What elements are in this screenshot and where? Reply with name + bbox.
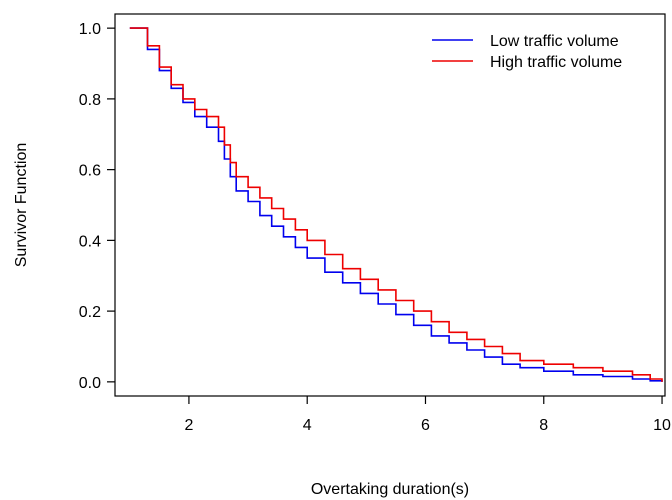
series-line-low-traffic <box>129 27 663 382</box>
y-tick-label: 1.0 <box>79 21 101 38</box>
plot-frame <box>114 13 666 397</box>
legend: Low traffic volume High traffic volume <box>432 33 622 71</box>
legend-label: High traffic volume <box>490 54 622 71</box>
series-line-high-traffic <box>129 27 663 382</box>
x-axis: 2 4 6 8 10 <box>184 396 671 434</box>
y-tick-label: 0.8 <box>79 92 101 109</box>
plot-marks <box>129 27 663 382</box>
x-axis-title: Overtaking duration(s) <box>311 481 469 498</box>
y-axis: 0.0 0.2 0.4 0.6 0.8 1.0 <box>79 21 115 392</box>
legend-label: Low traffic volume <box>490 33 619 50</box>
x-tick-label: 6 <box>421 417 430 434</box>
y-tick-label: 0.0 <box>79 375 101 392</box>
y-tick-label: 0.4 <box>79 233 101 250</box>
y-tick-label: 0.2 <box>79 304 101 321</box>
x-tick-label: 8 <box>539 417 548 434</box>
x-tick-label: 4 <box>303 417 312 434</box>
x-tick-label: 2 <box>184 417 193 434</box>
y-axis-title: Survivor Function <box>13 143 30 268</box>
y-tick-label: 0.6 <box>79 163 101 180</box>
x-tick-label: 10 <box>653 417 671 434</box>
